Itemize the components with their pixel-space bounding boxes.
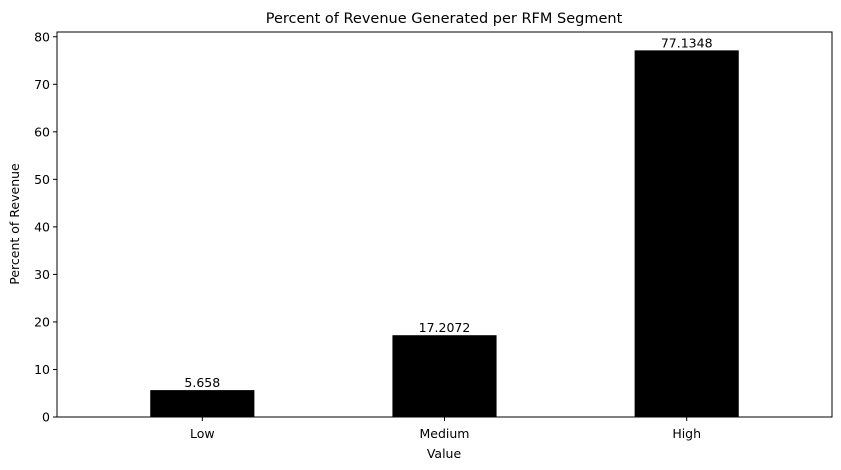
- bar-medium: [392, 335, 497, 417]
- y-tick-label: 50: [34, 172, 50, 187]
- bars: [150, 50, 739, 417]
- y-axis-label: Percent of Revenue: [7, 163, 22, 285]
- x-axis-ticks: Low Medium High: [190, 417, 701, 441]
- bar-value-labels: 5.658 17.2072 77.1348: [184, 35, 712, 390]
- bar-high: [634, 50, 739, 417]
- plot-frame: [56, 31, 833, 418]
- bar-value-label: 17.2072: [419, 320, 471, 335]
- x-tick-label: Low: [190, 426, 215, 441]
- y-tick-label: 40: [34, 219, 50, 234]
- y-tick-label: 70: [34, 77, 50, 92]
- y-tick-label: 60: [34, 124, 50, 139]
- y-tick-label: 10: [34, 362, 50, 377]
- y-tick-label: 30: [34, 267, 50, 282]
- y-tick-label: 0: [42, 410, 50, 425]
- x-axis-label: Value: [427, 446, 462, 461]
- bar-value-label: 5.658: [184, 375, 220, 390]
- y-tick-label: 80: [34, 29, 50, 44]
- chart-title: Percent of Revenue Generated per RFM Seg…: [266, 11, 623, 27]
- x-tick-label: High: [672, 426, 701, 441]
- bar-value-label: 77.1348: [661, 35, 713, 50]
- y-axis-ticks: 0 10 20 30 40 50 60 70 80: [34, 29, 57, 425]
- bar-low: [150, 390, 255, 417]
- x-tick-label: Medium: [420, 426, 470, 441]
- y-tick-label: 20: [34, 314, 50, 329]
